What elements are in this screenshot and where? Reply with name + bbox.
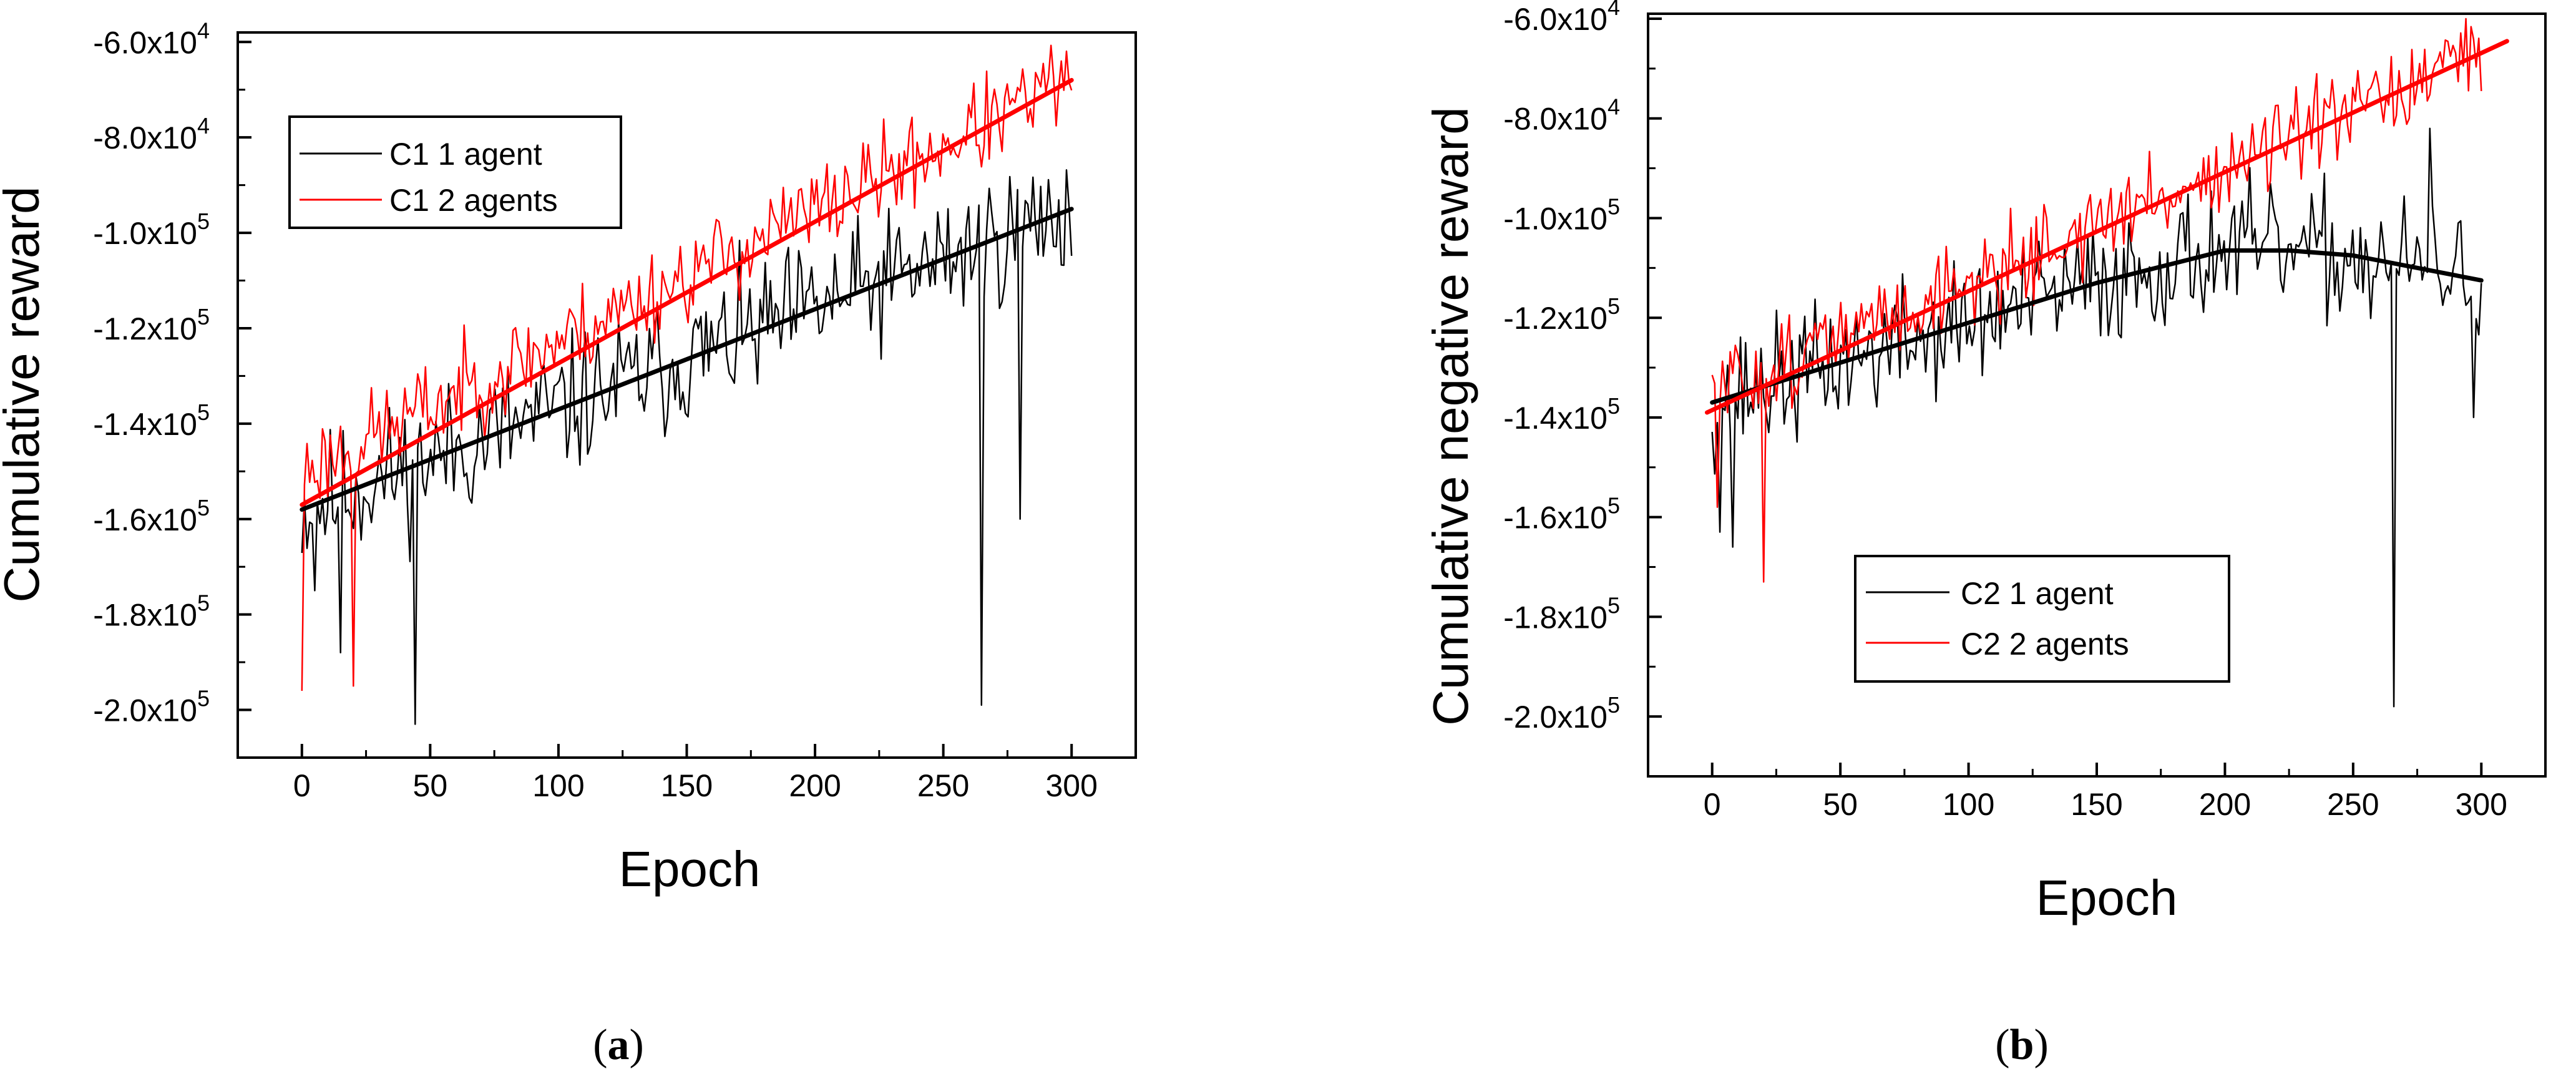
y-tick-exponent: 5 (197, 208, 210, 234)
x-tick-label-a-100: 100 (532, 768, 584, 803)
fit-lines-b (1705, 39, 2509, 415)
legend-b: C2 1 agent C2 2 agents (1854, 555, 2230, 683)
legend-a: C1 1 agent C1 2 agents (288, 115, 622, 229)
x-tick-label-b-0: 0 (1704, 787, 1721, 822)
y-tick-exponent: 5 (1608, 692, 1620, 718)
x-tick-label-a-0: 0 (293, 768, 311, 803)
x-tick-label-a-200: 200 (789, 768, 841, 803)
y-tick-exponent: 5 (197, 590, 210, 616)
chart-panel-a: 0 50 100 150 200 250 300 -6.0x104 -8.0x104 -1.0x1… (0, 17, 1137, 1069)
chart-panel-b: 0 50 100 150 200 250 300 -6.0x104 -8.0x104 -1.0x1… (1423, 0, 2547, 1069)
y-tick-label-a--120000: -1.2x105 (93, 304, 210, 346)
y-axis-title-b: Cumulative negative reward (1423, 107, 1478, 726)
y-tick-label-a--100000: -1.0x105 (93, 208, 210, 251)
x-tick-label-a-250: 250 (917, 768, 969, 803)
y-tick-label-b--160000: -1.6x105 (1503, 493, 1620, 535)
legend-box-a (288, 115, 622, 229)
y-tick-label-b--60000: -6.0x104 (1503, 0, 1620, 37)
panel-caption-letter-b: b (2010, 1021, 2034, 1069)
x-tick-label-b-50: 50 (1823, 787, 1858, 822)
y-tick-exponent: 5 (197, 399, 210, 425)
y-tick-exponent: 5 (1608, 393, 1620, 419)
y-axis-title-a: Cumulative reward (0, 187, 49, 603)
y-tick-exponent: 5 (1608, 293, 1620, 319)
y-tick-exponent: 5 (1608, 592, 1620, 618)
x-axis-title-a: Epoch (619, 841, 761, 897)
x-tick-label-b-200: 200 (2199, 787, 2251, 822)
x-tick-label-b-150: 150 (2071, 787, 2122, 822)
series-group-a (301, 44, 1073, 725)
axis-ticks-a: 0 50 100 150 200 250 300 -6.0x104 -8.0x104 -1.0x1… (93, 17, 1098, 803)
fit-line-a-1 (300, 77, 1074, 507)
y-tick-label-a--80000: -8.0x104 (93, 113, 210, 155)
y-tick-exponent: 4 (1608, 0, 1620, 20)
y-tick-label-a--180000: -1.8x105 (93, 590, 210, 633)
y-tick-label-b--180000: -1.8x105 (1503, 592, 1620, 635)
y-tick-label-b--200000: -2.0x105 (1503, 692, 1620, 735)
y-tick-label-a--200000: -2.0x105 (93, 686, 210, 728)
x-tick-label-b-300: 300 (2456, 787, 2507, 822)
y-tick-exponent: 5 (1608, 193, 1620, 219)
fit-line-b-0 (1710, 248, 2484, 405)
y-tick-label-b--120000: -1.2x105 (1503, 293, 1620, 336)
y-tick-exponent: 4 (197, 17, 210, 43)
legend-box-b (1854, 555, 2230, 683)
y-tick-exponent: 4 (1608, 94, 1620, 120)
legend-label-b-0: C2 1 agent (1961, 576, 2114, 611)
fit-line-b-1 (1705, 39, 2509, 415)
series-line-a-1 (301, 44, 1073, 691)
fit-line-a-0 (300, 207, 1074, 512)
series-line-b-1 (1711, 17, 2482, 583)
series-line-a-0 (301, 169, 1073, 725)
fit-lines-a (300, 77, 1074, 512)
y-tick-label-a--60000: -6.0x104 (93, 17, 210, 60)
legend-label-a-1: C1 2 agents (389, 183, 558, 218)
y-tick-label-a--160000: -1.6x105 (93, 495, 210, 537)
legend-label-a-0: C1 1 agent (389, 137, 542, 172)
y-tick-label-a--140000: -1.4x105 (93, 399, 210, 442)
x-tick-label-a-300: 300 (1045, 768, 1097, 803)
x-axis-title-b: Epoch (2036, 870, 2178, 925)
y-tick-exponent: 4 (197, 113, 210, 139)
panel-caption-a: (a) (593, 1021, 644, 1069)
y-tick-label-b--80000: -8.0x104 (1503, 94, 1620, 137)
y-tick-exponent: 5 (197, 495, 210, 520)
panel-caption-letter-a: a (608, 1021, 630, 1069)
series-line-b-0 (1711, 127, 2482, 708)
y-tick-exponent: 5 (1608, 493, 1620, 519)
x-tick-label-b-250: 250 (2327, 787, 2379, 822)
x-tick-label-a-50: 50 (413, 768, 448, 803)
x-tick-label-b-100: 100 (1943, 787, 1994, 822)
y-tick-label-b--140000: -1.4x105 (1503, 393, 1620, 436)
axis-ticks-b: 0 50 100 150 200 250 300 -6.0x104 -8.0x104 -1.0x1… (1503, 0, 2507, 822)
y-tick-exponent: 5 (197, 686, 210, 711)
x-tick-label-a-150: 150 (661, 768, 713, 803)
panel-caption-b: (b) (1995, 1021, 2049, 1069)
y-tick-label-b--100000: -1.0x105 (1503, 193, 1620, 236)
series-group-b (1711, 17, 2482, 708)
legend-label-b-1: C2 2 agents (1961, 627, 2129, 662)
y-tick-exponent: 5 (197, 304, 210, 330)
